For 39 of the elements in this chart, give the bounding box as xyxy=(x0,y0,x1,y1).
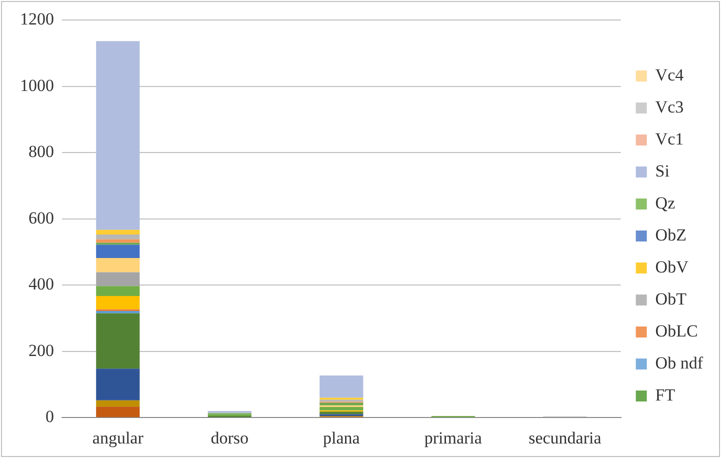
x-tick-label: angular xyxy=(92,428,144,448)
y-tick-label: 800 xyxy=(28,142,54,162)
bar xyxy=(96,313,140,369)
legend-label: FT xyxy=(655,385,676,404)
y-tick-label: 0 xyxy=(46,407,54,426)
x-tick-label: dorso xyxy=(210,428,249,448)
bar xyxy=(96,239,140,243)
bar xyxy=(96,296,140,310)
x-tick-label: plana xyxy=(322,428,360,448)
legend-label: Vc4 xyxy=(655,65,684,84)
legend-label: ObT xyxy=(655,289,688,308)
bar xyxy=(96,234,140,240)
y-tick-label: 1000 xyxy=(20,76,54,95)
legend-label: Si xyxy=(655,161,670,180)
legend-label: Ob ndf xyxy=(655,353,704,372)
bar xyxy=(96,41,140,230)
legend-label: Vc1 xyxy=(655,129,684,148)
legend-label: ObLC xyxy=(655,321,698,340)
legend-label: ObV xyxy=(655,257,690,276)
bar xyxy=(96,368,140,400)
y-tick-label: 600 xyxy=(28,208,54,228)
bar xyxy=(96,310,140,314)
legend-label: ObZ xyxy=(655,225,686,244)
bar xyxy=(96,286,140,296)
bar xyxy=(96,406,140,418)
bar xyxy=(320,412,364,414)
y-tick-label: 200 xyxy=(28,340,54,360)
y-tick-label: 1200 xyxy=(20,10,54,29)
y-tick-label: 400 xyxy=(28,274,54,294)
legend-label: Qz xyxy=(655,193,676,212)
x-tick-label: secundaria xyxy=(528,428,602,448)
bar xyxy=(320,376,364,398)
bar xyxy=(96,258,140,272)
bar xyxy=(96,272,140,286)
bar xyxy=(96,244,140,258)
bar xyxy=(96,400,140,407)
x-tick-label: primaria xyxy=(424,428,482,448)
legend-label: Vc3 xyxy=(655,97,684,116)
bar xyxy=(96,230,140,234)
